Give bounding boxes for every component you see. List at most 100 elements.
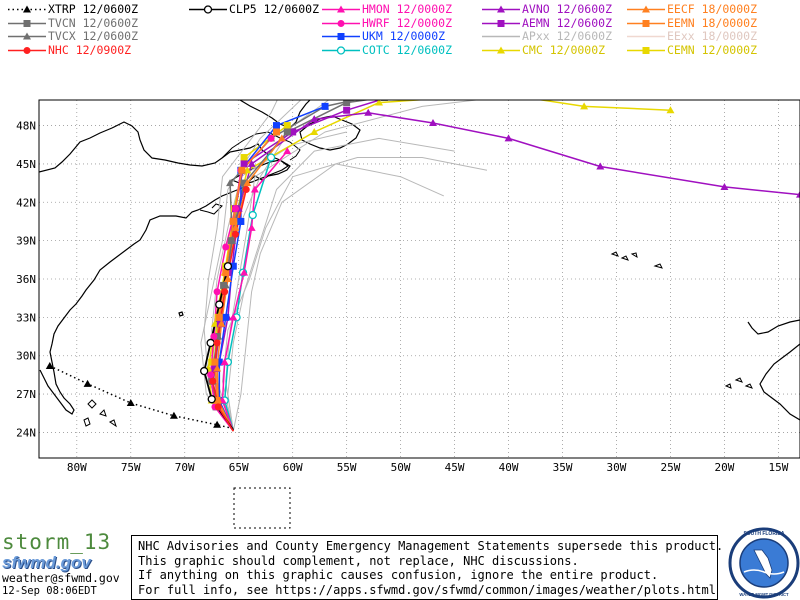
track-marker	[223, 275, 232, 282]
markers-eemn	[211, 128, 280, 404]
track-marker	[283, 122, 291, 130]
track-marker	[310, 115, 319, 123]
legend-swatch	[627, 35, 665, 38]
legend-item-eecf: EECF 18/0000Z	[625, 3, 757, 16]
lat-tick-label: 36N	[16, 273, 36, 286]
track-marker	[231, 223, 240, 231]
legend-item-tvcn: TVCN 12/0600Z	[6, 16, 138, 30]
track-marker	[209, 377, 217, 385]
track-marker	[222, 243, 230, 251]
legend-swatch	[627, 19, 665, 27]
legend-label: XTRP 12/0600Z	[48, 2, 139, 16]
track-marker	[210, 333, 218, 341]
legend-label: AVNO 12/0600Z	[522, 2, 613, 16]
seal-text: SOUTH FLORIDA	[743, 531, 784, 537]
legend-label: CLP5 12/0600Z	[229, 2, 320, 16]
legend-swatch	[627, 5, 665, 13]
model-legend: XTRP 12/0600Z TVCN 12/0600Z TVCX 12/0600Z N…	[0, 0, 800, 60]
track-marker	[169, 411, 178, 419]
track-xtrp	[49, 365, 234, 430]
ensemble-track	[225, 100, 481, 432]
legend-item-cemn: CEMN 12/0000Z	[625, 43, 757, 57]
lon-tick-label: 35W	[553, 461, 573, 474]
lat-tick-label: 24N	[16, 426, 36, 439]
track-marker	[580, 102, 589, 110]
legend-label: EECF 18/0000Z	[667, 2, 758, 16]
lon-tick-label: 20W	[715, 461, 735, 474]
track-marker	[283, 147, 292, 155]
track-marker	[213, 364, 222, 372]
legend-label: UKM 12/0000Z	[362, 29, 446, 43]
track-marker	[337, 33, 345, 40]
ensemble-track	[211, 131, 347, 432]
lon-tick-label: 75W	[121, 461, 141, 474]
legend-item-tvcx: TVCX 12/0600Z	[6, 30, 138, 43]
lon-tick-label: 55W	[337, 461, 357, 474]
track-cotc	[223, 157, 272, 432]
track-marker	[272, 122, 280, 130]
track-marker	[336, 45, 346, 55]
markers-xtrp	[45, 361, 222, 428]
track-marker	[220, 358, 229, 366]
lat-tick-label: 42N	[16, 196, 36, 209]
ensemble-track	[200, 100, 302, 432]
track-marker	[215, 358, 223, 366]
lon-tick-label: 25W	[661, 461, 681, 474]
track-marker	[231, 205, 239, 213]
lon-tick-label: 45W	[445, 461, 465, 474]
axis-labels: 48N 45N 42N 39N 36N 33N 30N 27N 24N 80W 75W 70W 65W 6…	[16, 120, 789, 474]
track-marker	[231, 230, 239, 238]
legend-swatch	[482, 19, 520, 27]
contact-email[interactable]: weather@sfwmd.gov	[2, 571, 120, 585]
track-marker	[642, 5, 650, 13]
legend-label: HMON 12/0000Z	[362, 2, 453, 16]
legend-item-clp5: CLP5 12/0600Z	[187, 3, 319, 16]
lon-tick-label: 80W	[67, 461, 87, 474]
track-marker	[229, 217, 237, 225]
disclaimer-line: This graphic should complement, not repl…	[138, 553, 579, 568]
map-frame	[38, 99, 800, 459]
track-marker	[364, 108, 373, 116]
track-marker	[213, 339, 221, 347]
lat-tick-label: 45N	[16, 158, 36, 171]
lon-tick-label: 40W	[499, 461, 519, 474]
lon-tick-label: 50W	[391, 461, 411, 474]
track-marker	[397, 90, 404, 97]
legend-label: APxx 12/0600Z	[522, 29, 613, 43]
track-marker	[247, 159, 256, 167]
track-marker	[321, 102, 329, 110]
track-marker	[215, 313, 223, 321]
legend-label: EExx 18/0000Z	[667, 29, 758, 43]
track-marker	[642, 46, 650, 54]
issue-date: 12-Sep 08:06EDT	[2, 585, 97, 597]
lat-tick-label: 39N	[16, 235, 36, 248]
markers-aemn	[211, 90, 404, 411]
markers-clp5	[200, 262, 233, 404]
track-marker	[45, 361, 54, 369]
disclaimer-link[interactable]: For full info, see https://apps.sfwmd.go…	[138, 582, 716, 597]
track-marker	[386, 88, 394, 95]
legend-item-hmon: HMON 12/0000Z	[320, 3, 452, 16]
legend-swatch	[322, 5, 360, 13]
legend-item-xtrp: XTRP 12/0600Z	[6, 3, 138, 16]
track-marker	[596, 162, 605, 170]
track-tvcn	[210, 100, 372, 432]
track-marker	[203, 5, 213, 14]
track-marker	[213, 288, 221, 296]
track-marker	[505, 91, 513, 98]
legend-swatch	[8, 32, 46, 40]
track-marker	[277, 134, 286, 142]
track-marker	[222, 313, 230, 321]
footer-info: storm_13 sfwmd.gov weather@sfwmd.gov 12-…	[2, 530, 132, 597]
track-marker	[240, 160, 248, 168]
north-america-coast	[39, 121, 291, 415]
legend-item-eexx: EExx 18/0000Z	[625, 30, 757, 43]
track-marker	[310, 127, 319, 135]
track-marker	[23, 5, 31, 13]
legend-swatch	[482, 46, 520, 53]
legend-label: AEMN 12/0600Z	[522, 15, 613, 30]
legend-label: CMC 12/0000Z	[522, 42, 606, 57]
track-marker	[207, 395, 216, 404]
lon-tick-label: 70W	[175, 461, 195, 474]
legend-label: HWRF 12/0000Z	[362, 15, 453, 30]
